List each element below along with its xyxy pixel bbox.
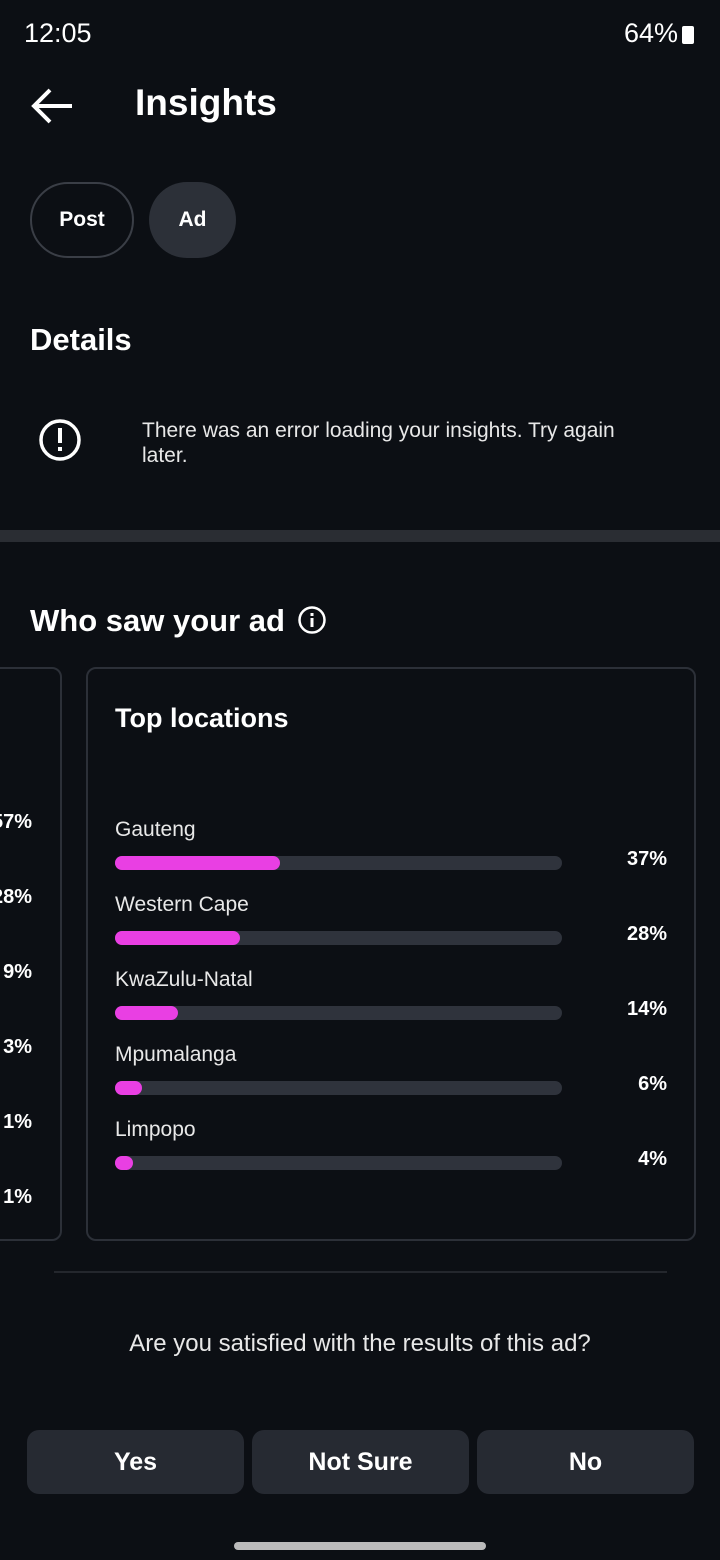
side-value: 57% [0, 811, 32, 833]
battery: 64% [623, 18, 678, 48]
divider [54, 1271, 667, 1273]
error-icon [39, 419, 81, 461]
bar-track [115, 856, 562, 870]
bar [115, 1081, 142, 1095]
feedback-button[interactable]: No [477, 1430, 694, 1494]
side-value: 28% [0, 886, 32, 908]
tab[interactable]: Post [30, 182, 134, 258]
bar-track [115, 931, 562, 945]
value-label: 4% [638, 1148, 667, 1170]
bar [115, 856, 281, 870]
side-card [0, 667, 62, 1241]
value-label: 37% [626, 848, 667, 870]
side-value: 1% [3, 1111, 32, 1133]
bar-track [115, 1156, 562, 1170]
section-title: Details [30, 322, 132, 357]
location-name: Limpopo [115, 1118, 196, 1141]
home-indicator [234, 1542, 486, 1550]
bar [115, 1156, 133, 1170]
battery-icon [682, 26, 694, 44]
tab[interactable]: Ad [149, 182, 236, 258]
location-name: Mpumalanga [115, 1043, 237, 1066]
bar-track [115, 1081, 562, 1095]
value-label: 14% [626, 998, 667, 1020]
divider [0, 530, 720, 542]
value-label: 28% [626, 923, 667, 945]
page-title: Insights [135, 82, 277, 123]
bar [115, 931, 241, 945]
side-value: 9% [3, 961, 32, 983]
feedback-button[interactable]: Not Sure [252, 1430, 469, 1494]
location-name: Western Cape [115, 893, 249, 916]
feedback-button[interactable]: Yes [27, 1430, 244, 1494]
locations-card [86, 667, 696, 1241]
back-button[interactable] [30, 86, 76, 126]
side-value: 1% [3, 1186, 32, 1208]
location-name: Gauteng [115, 818, 196, 841]
location-name: KwaZulu-Natal [115, 968, 253, 991]
time: 12:05 [24, 18, 92, 48]
section-title: Who saw your ad [30, 603, 285, 638]
bar-track [115, 1006, 562, 1020]
feedback-question: Are you satisfied with the results of th… [129, 1330, 591, 1357]
error-message: There was an error loading your insights… [142, 419, 615, 467]
info-icon[interactable] [297, 605, 327, 635]
value-label: 6% [638, 1073, 667, 1095]
bar [115, 1006, 178, 1020]
card-title: Top locations [115, 703, 289, 733]
side-value: 3% [3, 1036, 32, 1058]
